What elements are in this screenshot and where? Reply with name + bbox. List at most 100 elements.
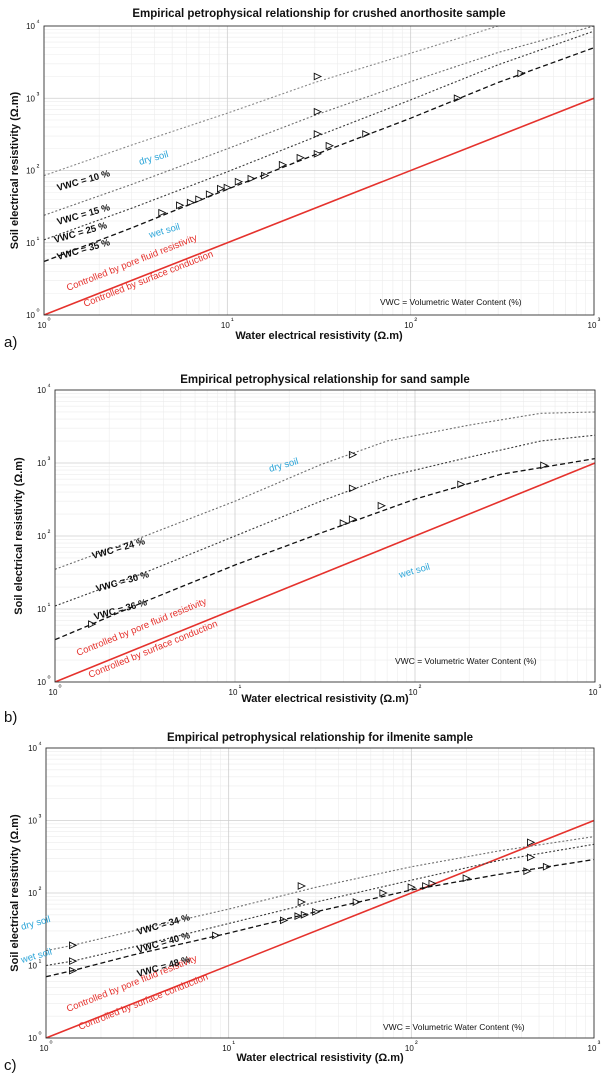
y-tick-label: 10 bbox=[26, 94, 35, 103]
data-point bbox=[294, 912, 303, 921]
y-tick-label: 10 bbox=[26, 311, 35, 320]
data-point bbox=[280, 916, 289, 925]
data-point bbox=[379, 889, 388, 897]
data-point bbox=[69, 966, 78, 975]
series-line-2 bbox=[46, 843, 594, 967]
data-point bbox=[88, 620, 97, 629]
x-axis-label: Water electrical resistivity (Ω.m) bbox=[236, 1052, 404, 1064]
data-point bbox=[457, 480, 466, 489]
data-point bbox=[205, 190, 215, 199]
axes-box bbox=[43, 25, 595, 316]
data-point bbox=[217, 184, 226, 193]
data-point bbox=[234, 177, 244, 186]
data-point bbox=[300, 910, 310, 919]
series-line-3 bbox=[55, 457, 595, 641]
y-tick-label: 10 bbox=[26, 22, 35, 31]
data-point bbox=[158, 208, 167, 217]
series-line-1 bbox=[44, 26, 501, 177]
chart-title: Empirical petrophysical relationship for… bbox=[132, 8, 505, 20]
data-point bbox=[362, 130, 371, 138]
x-tick-label: 10 bbox=[229, 688, 238, 697]
data-point bbox=[297, 898, 307, 906]
dry-soil-label: dry soil bbox=[138, 149, 170, 168]
y-axis-label: Soil electrical resistivity (Ω.m) bbox=[9, 814, 21, 972]
chart-title: Empirical petrophysical relationship for… bbox=[180, 374, 470, 386]
chart-title: Empirical petrophysical relationship for… bbox=[167, 732, 473, 744]
series-line-2 bbox=[44, 26, 594, 216]
x-tick-label: 10 bbox=[404, 321, 413, 330]
data-point bbox=[453, 94, 463, 103]
y-tick-exponent: ⁰ bbox=[38, 1030, 41, 1039]
x-tick-label: 10 bbox=[38, 321, 47, 330]
y-tick-label: 10 bbox=[28, 889, 37, 898]
y-tick-exponent: ³ bbox=[37, 90, 40, 99]
y-tick-label: 10 bbox=[28, 744, 37, 753]
y-tick-exponent: ³ bbox=[48, 455, 51, 464]
y-tick-label: 10 bbox=[37, 605, 46, 614]
y-tick-label: 10 bbox=[28, 962, 37, 971]
y-tick-exponent: ² bbox=[39, 885, 42, 894]
x-tick-exponent: ³ bbox=[599, 683, 602, 692]
y-axis-label: Soil electrical resistivity (Ω.m) bbox=[9, 91, 21, 249]
data-point bbox=[428, 879, 437, 888]
series-line-1 bbox=[55, 411, 595, 570]
x-tick-exponent: ² bbox=[414, 316, 417, 325]
x-tick-exponent: ⁰ bbox=[58, 683, 61, 692]
y-tick-exponent: ³ bbox=[39, 813, 42, 822]
y-tick-label: 10 bbox=[37, 386, 46, 395]
data-point bbox=[352, 898, 362, 906]
axes-box bbox=[45, 747, 595, 1039]
series-line-1 bbox=[46, 836, 594, 952]
data-point bbox=[348, 484, 358, 493]
x-tick-exponent: ¹ bbox=[231, 316, 234, 325]
wet-soil-label: wet soil bbox=[397, 562, 431, 582]
y-tick-exponent: ⁴ bbox=[47, 382, 51, 391]
y-tick-label: 10 bbox=[37, 459, 46, 468]
grid bbox=[45, 747, 595, 1039]
data-point bbox=[523, 867, 532, 876]
plot-area bbox=[55, 411, 595, 682]
data-point bbox=[527, 838, 536, 847]
vwc-note: VWC = Volumetric Water Content (%) bbox=[383, 1022, 525, 1032]
x-tick-exponent: ² bbox=[415, 1039, 418, 1048]
grid bbox=[54, 389, 596, 683]
x-tick-label: 10 bbox=[588, 1044, 597, 1053]
series-label-2: VWC = 30 % bbox=[95, 569, 151, 595]
y-tick-label: 10 bbox=[26, 239, 35, 248]
dry-soil-label: dry soil bbox=[20, 914, 52, 933]
plot-area bbox=[44, 26, 594, 315]
y-tick-exponent: ¹ bbox=[48, 601, 51, 610]
series-line-3 bbox=[46, 858, 594, 978]
data-point bbox=[296, 153, 305, 162]
series-line-4 bbox=[44, 47, 594, 263]
x-axis-label: Water electrical resistivity (Ω.m) bbox=[235, 330, 403, 342]
x-tick-label: 10 bbox=[409, 688, 418, 697]
panel-letter: a) bbox=[4, 334, 17, 351]
x-tick-exponent: ⁰ bbox=[49, 1039, 52, 1048]
y-tick-label: 10 bbox=[26, 167, 35, 176]
panel-letter: b) bbox=[4, 709, 17, 726]
x-tick-exponent: ³ bbox=[598, 1039, 601, 1048]
y-tick-exponent: ² bbox=[37, 163, 40, 172]
data-point bbox=[69, 957, 78, 966]
reference-line bbox=[55, 462, 595, 682]
x-axis-label: Water electrical resistivity (Ω.m) bbox=[241, 693, 409, 705]
data-point bbox=[278, 160, 288, 169]
axes-box bbox=[54, 389, 596, 683]
reference-line bbox=[46, 819, 594, 1038]
data-point bbox=[348, 450, 358, 459]
data-point bbox=[313, 149, 323, 158]
data-point bbox=[377, 501, 386, 510]
series-label-1: VWC = 10 % bbox=[56, 168, 112, 194]
data-point bbox=[313, 72, 323, 81]
x-tick-label: 10 bbox=[40, 1044, 49, 1053]
data-point bbox=[462, 874, 471, 883]
x-tick-exponent: ⁰ bbox=[47, 316, 50, 325]
y-tick-label: 10 bbox=[37, 532, 46, 541]
data-point bbox=[540, 461, 549, 470]
data-point bbox=[312, 907, 321, 916]
grid bbox=[43, 25, 595, 316]
